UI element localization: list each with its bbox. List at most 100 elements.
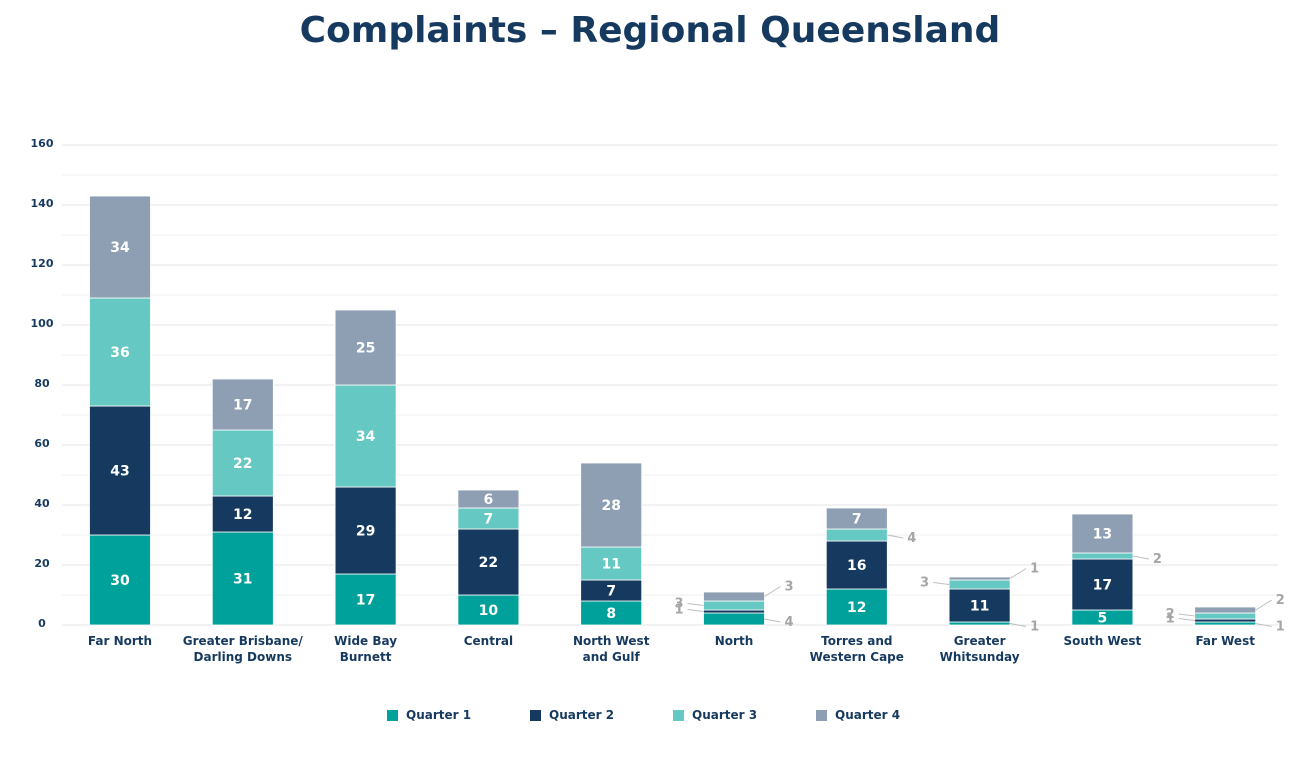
- label-leader-line: [1132, 555, 1149, 560]
- x-category-label: Wide Bay: [334, 634, 397, 648]
- x-category-label: South West: [1064, 634, 1142, 648]
- bar-segment: [334, 486, 397, 575]
- data-label: 36: [110, 345, 129, 361]
- bar-segment: [580, 546, 643, 581]
- data-label: 11: [970, 599, 989, 615]
- bar-segment: [1071, 552, 1134, 560]
- bar-segment: [89, 297, 151, 407]
- data-label: 5: [1098, 611, 1108, 627]
- data-label: 1: [1030, 562, 1039, 577]
- data-label: 28: [601, 498, 620, 514]
- label-leader-line: [1178, 613, 1195, 617]
- bar-segment: [211, 378, 274, 431]
- legend-swatch: [530, 709, 541, 721]
- legend-item: Quarter 3: [673, 708, 757, 722]
- y-tick-label: 40: [34, 497, 50, 510]
- bar-segment: [89, 195, 151, 299]
- x-category-label: North West: [573, 634, 650, 648]
- bar-segment: [948, 588, 1011, 623]
- bar-segment: [211, 429, 274, 497]
- data-label: 22: [233, 456, 252, 472]
- label-leader-line: [887, 534, 904, 539]
- y-tick-label: 100: [31, 317, 54, 330]
- label-leader-line: [1178, 618, 1195, 621]
- bar-segment: [211, 495, 274, 533]
- x-category-label: Burnett: [340, 650, 392, 664]
- bar-segment: [825, 528, 888, 542]
- label-leader-line: [764, 586, 781, 597]
- y-tick-label: 60: [34, 437, 50, 450]
- legend-item: Quarter 1: [387, 708, 471, 722]
- y-tick-label: 20: [34, 557, 50, 570]
- data-label: 7: [606, 584, 616, 600]
- data-label: 34: [110, 240, 130, 256]
- x-category-label: Torres and: [821, 634, 892, 648]
- bar-segment: [948, 579, 1011, 590]
- legend-item: Quarter 2: [530, 708, 614, 722]
- label-leader-line: [687, 609, 704, 612]
- data-label: 11: [601, 557, 620, 573]
- data-label: 12: [233, 507, 252, 523]
- data-label: 13: [1093, 527, 1112, 543]
- label-leader-line: [1009, 568, 1027, 579]
- x-category-label: Greater Brisbane/: [183, 634, 304, 648]
- y-tick-label: 160: [31, 137, 54, 150]
- legend-swatch: [387, 709, 398, 721]
- data-label: 43: [110, 464, 129, 480]
- bar-segment: [334, 384, 397, 488]
- data-label: 7: [852, 512, 862, 528]
- data-label: 3: [674, 597, 683, 612]
- x-category-label: North: [715, 634, 753, 648]
- bar-segment: [211, 531, 274, 626]
- data-label: 31: [233, 572, 252, 588]
- stacked-bar-chart: 0 20 40 60 80 100 120 140 160 Far North Greater Br…: [31, 137, 1285, 664]
- x-category-label: Western Cape: [810, 650, 904, 664]
- bar-segment: [1071, 558, 1134, 611]
- label-leader-line: [1010, 623, 1027, 627]
- bar-segment: [1194, 612, 1257, 620]
- y-tick-label: 120: [31, 257, 54, 270]
- data-label: 6: [484, 492, 494, 508]
- data-label: 1: [1166, 612, 1175, 627]
- legend-swatch: [673, 709, 684, 721]
- data-label: 1: [674, 603, 683, 618]
- bar-segment: [825, 540, 888, 590]
- bar-segment: [703, 591, 765, 602]
- x-category-label: Whitsunday: [940, 650, 1020, 664]
- x-category-label: and Gulf: [583, 650, 641, 664]
- x-category-label: Darling Downs: [194, 650, 293, 664]
- label-leader-line: [1255, 623, 1272, 627]
- data-label: 4: [907, 531, 916, 546]
- data-label: 1: [1276, 620, 1285, 635]
- x-category-label: Central: [464, 634, 513, 648]
- data-label: 3: [785, 580, 794, 595]
- data-label: 8: [606, 606, 616, 622]
- bar-segment: [948, 621, 1011, 626]
- bar-segment: [334, 573, 397, 626]
- bar-segment: [89, 534, 151, 626]
- y-tick-label: 0: [38, 617, 46, 630]
- data-label: 22: [479, 555, 498, 571]
- bar-segment: [825, 507, 888, 530]
- legend-label: Quarter 1: [406, 708, 472, 722]
- data-label: 7: [484, 512, 494, 528]
- bar-segment: [703, 609, 765, 614]
- data-label: 34: [356, 429, 376, 445]
- label-leader-line: [687, 603, 704, 606]
- data-label: 10: [479, 603, 499, 619]
- legend-swatch: [816, 709, 827, 721]
- bar-segment: [703, 612, 765, 626]
- bar-segment: [334, 309, 397, 386]
- bar-segment: [457, 489, 520, 509]
- x-category-label: Greater: [954, 634, 1006, 648]
- bar-segment: [948, 576, 1011, 581]
- y-tick-label: 80: [34, 377, 50, 390]
- legend-label: Quarter 3: [692, 708, 758, 722]
- legend-label: Quarter 2: [549, 708, 615, 722]
- data-label: 17: [356, 593, 375, 609]
- x-category-label: Far West: [1195, 634, 1255, 648]
- bar-segment: [580, 600, 643, 626]
- chart-title: Complaints – Regional Queensland: [299, 10, 1001, 51]
- data-label: 2: [1153, 552, 1162, 567]
- data-label: 16: [847, 558, 866, 574]
